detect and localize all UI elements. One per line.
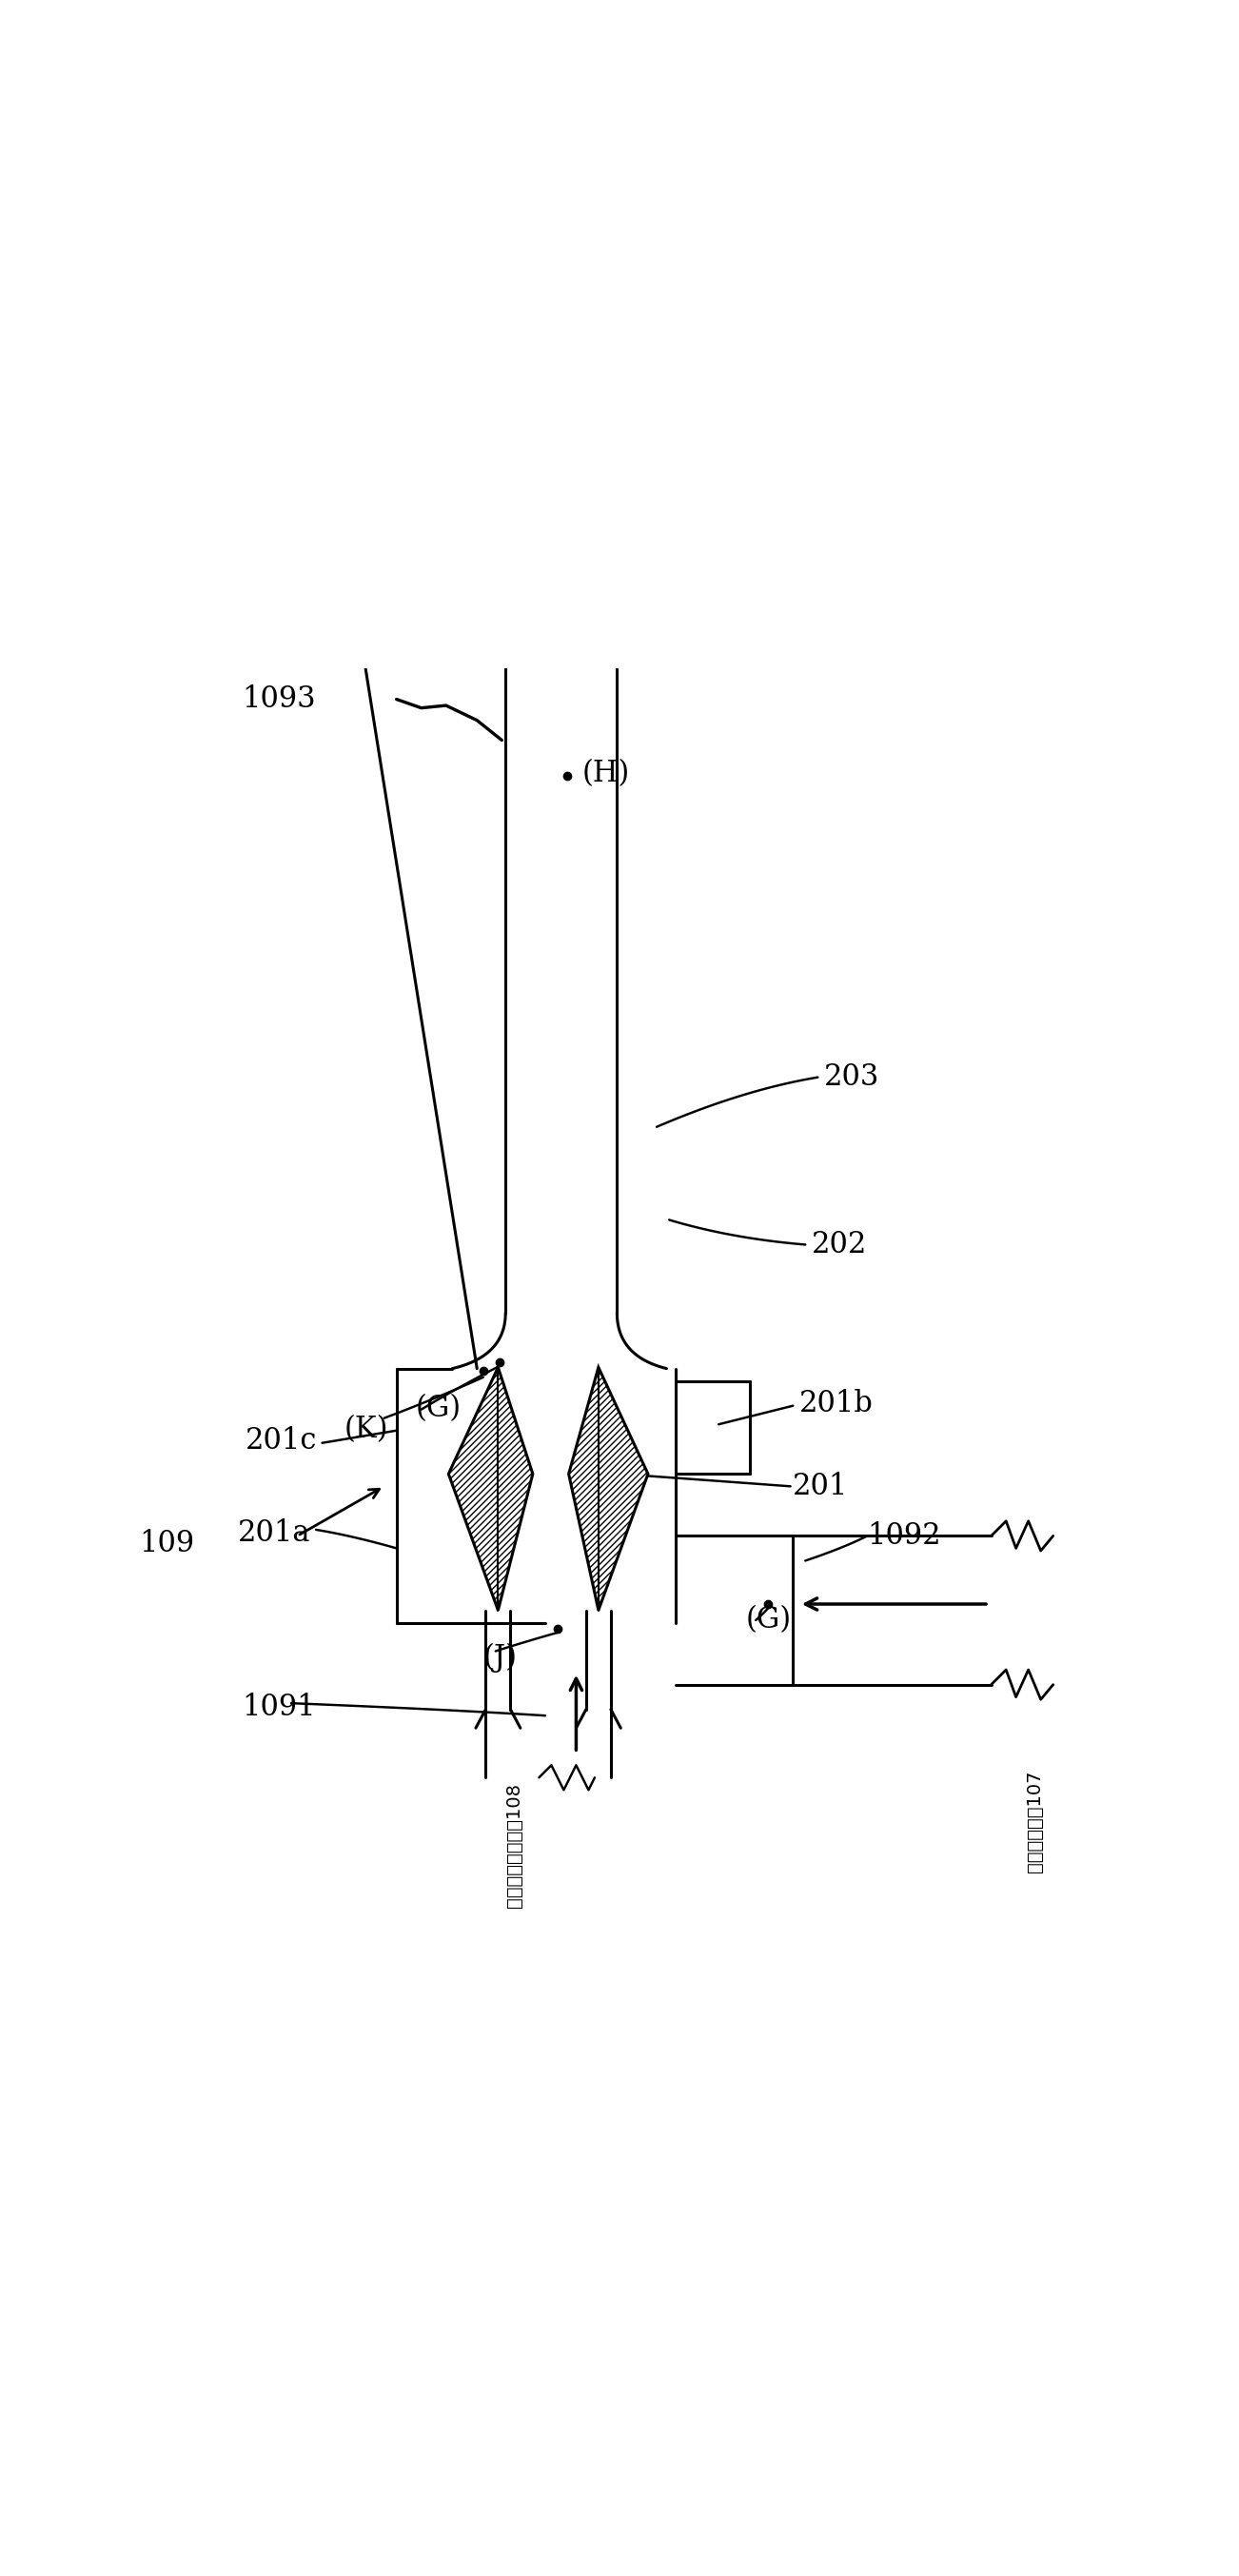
- Text: 109: 109: [139, 1528, 195, 1558]
- Text: 201c: 201c: [245, 1425, 317, 1455]
- Text: (K): (K): [344, 1414, 389, 1445]
- Text: (J): (J): [483, 1643, 518, 1672]
- Polygon shape: [569, 1368, 648, 1610]
- Text: 1093: 1093: [242, 685, 316, 714]
- Polygon shape: [449, 1368, 533, 1610]
- Text: (G): (G): [746, 1605, 792, 1636]
- Text: 自第三流量控制阀108: 自第三流量控制阀108: [506, 1783, 523, 1909]
- Text: 自第一蒸发器107: 自第一蒸发器107: [1026, 1770, 1043, 1873]
- Text: 201a: 201a: [238, 1520, 311, 1548]
- Text: 201b: 201b: [799, 1388, 873, 1417]
- Text: 1092: 1092: [867, 1522, 942, 1551]
- Text: (H): (H): [582, 760, 631, 788]
- Text: 203: 203: [824, 1061, 880, 1092]
- Text: 202: 202: [812, 1229, 867, 1260]
- Text: 201: 201: [793, 1471, 849, 1502]
- Text: 1091: 1091: [242, 1692, 316, 1721]
- Text: (G): (G): [415, 1394, 461, 1422]
